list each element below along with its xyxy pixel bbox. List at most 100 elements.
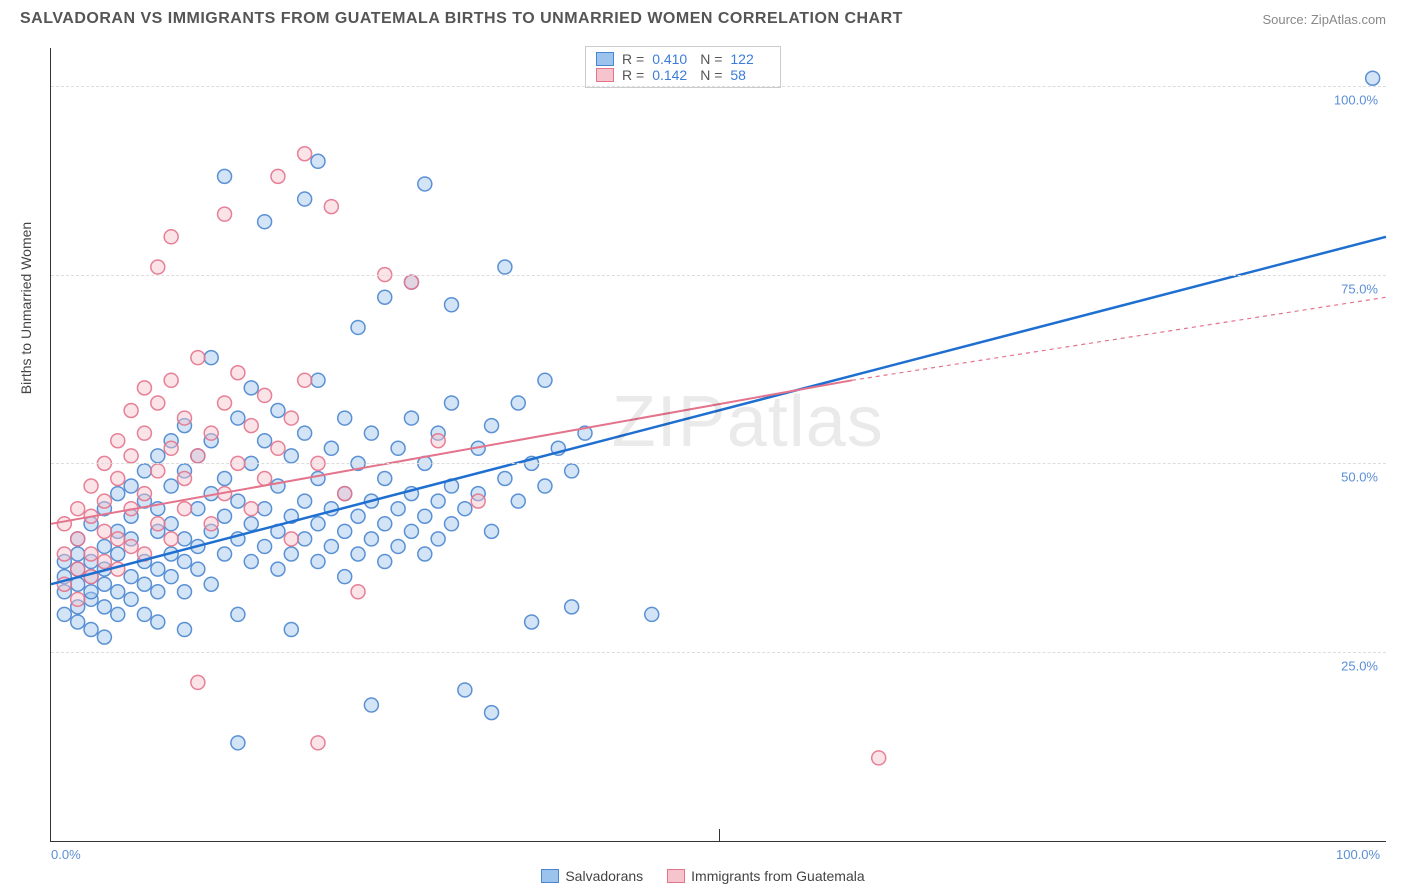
scatter-point	[458, 502, 472, 516]
swatch-series-2	[596, 68, 614, 82]
y-tick-label: 75.0%	[1341, 281, 1378, 296]
scatter-point	[151, 585, 165, 599]
scatter-point	[124, 592, 138, 606]
stats-legend: R = 0.410 N = 122 R = 0.142 N = 58	[585, 46, 781, 88]
scatter-point	[391, 441, 405, 455]
scatter-point	[271, 562, 285, 576]
y-tick-label: 25.0%	[1341, 659, 1378, 674]
scatter-point	[431, 434, 445, 448]
scatter-point	[404, 524, 418, 538]
scatter-point	[351, 585, 365, 599]
scatter-point	[445, 298, 459, 312]
scatter-point	[231, 366, 245, 380]
scatter-point	[338, 570, 352, 584]
scatter-point	[124, 570, 138, 584]
scatter-point	[204, 351, 218, 365]
scatter-point	[111, 471, 125, 485]
scatter-point	[271, 479, 285, 493]
scatter-point	[311, 154, 325, 168]
scatter-point	[231, 494, 245, 508]
scatter-point	[485, 524, 499, 538]
scatter-point	[164, 373, 178, 387]
scatter-point	[204, 517, 218, 531]
scatter-point	[485, 706, 499, 720]
n-value-1: 122	[730, 51, 770, 67]
scatter-point	[364, 532, 378, 546]
bottom-legend-label-2: Immigrants from Guatemala	[691, 868, 865, 884]
scatter-point	[538, 373, 552, 387]
scatter-point	[311, 373, 325, 387]
scatter-point	[258, 388, 272, 402]
scatter-point	[258, 434, 272, 448]
scatter-point	[311, 471, 325, 485]
scatter-point	[218, 169, 232, 183]
y-tick-label: 50.0%	[1341, 470, 1378, 485]
scatter-point	[391, 539, 405, 553]
scatter-point	[418, 177, 432, 191]
scatter-point	[364, 426, 378, 440]
scatter-point	[511, 494, 525, 508]
scatter-point	[178, 411, 192, 425]
scatter-point	[378, 471, 392, 485]
scatter-point	[231, 411, 245, 425]
scatter-point	[111, 547, 125, 561]
scatter-point	[97, 600, 111, 614]
scatter-point	[298, 426, 312, 440]
scatter-point	[191, 449, 205, 463]
trend-line	[852, 297, 1386, 380]
scatter-point	[164, 441, 178, 455]
scatter-point	[271, 169, 285, 183]
scatter-point	[164, 570, 178, 584]
chart-title: SALVADORAN VS IMMIGRANTS FROM GUATEMALA …	[20, 10, 903, 28]
scatter-point	[258, 539, 272, 553]
r-value-2: 0.142	[652, 67, 692, 83]
scatter-point	[151, 517, 165, 531]
scatter-point	[271, 441, 285, 455]
scatter-point	[324, 539, 338, 553]
n-value-2: 58	[730, 67, 770, 83]
scatter-point	[311, 517, 325, 531]
scatter-point	[97, 494, 111, 508]
scatter-point	[151, 449, 165, 463]
scatter-point	[351, 547, 365, 561]
scatter-point	[418, 547, 432, 561]
scatter-point	[71, 502, 85, 516]
scatter-point	[511, 396, 525, 410]
scatter-point	[351, 320, 365, 334]
x-tick-label: 0.0%	[51, 847, 81, 862]
scatter-point	[57, 607, 71, 621]
scatter-point	[111, 532, 125, 546]
scatter-point	[151, 260, 165, 274]
scatter-point	[298, 494, 312, 508]
scatter-point	[71, 547, 85, 561]
scatter-point	[324, 200, 338, 214]
scatter-point	[284, 449, 298, 463]
scatter-point	[538, 479, 552, 493]
scatter-point	[565, 464, 579, 478]
bottom-legend: Salvadorans Immigrants from Guatemala	[0, 868, 1406, 884]
scatter-point	[218, 509, 232, 523]
scatter-point	[178, 471, 192, 485]
scatter-point	[364, 698, 378, 712]
scatter-point	[391, 502, 405, 516]
trend-line	[51, 237, 1386, 584]
r-value-1: 0.410	[652, 51, 692, 67]
scatter-point	[178, 623, 192, 637]
scatter-point	[137, 577, 151, 591]
scatter-point	[311, 736, 325, 750]
scatter-point	[111, 487, 125, 501]
scatter-point	[57, 517, 71, 531]
scatter-point	[124, 404, 138, 418]
chart-plot-area: R = 0.410 N = 122 R = 0.142 N = 58 ZIPat…	[50, 48, 1386, 842]
scatter-point	[124, 539, 138, 553]
scatter-point	[71, 562, 85, 576]
scatter-point	[324, 441, 338, 455]
x-tick-label: 100.0%	[1336, 847, 1380, 862]
scatter-point	[284, 623, 298, 637]
scatter-point	[258, 502, 272, 516]
scatter-point	[57, 547, 71, 561]
scatter-point	[231, 607, 245, 621]
r-label-2: R =	[622, 67, 644, 83]
scatter-point	[431, 532, 445, 546]
scatter-point	[485, 419, 499, 433]
